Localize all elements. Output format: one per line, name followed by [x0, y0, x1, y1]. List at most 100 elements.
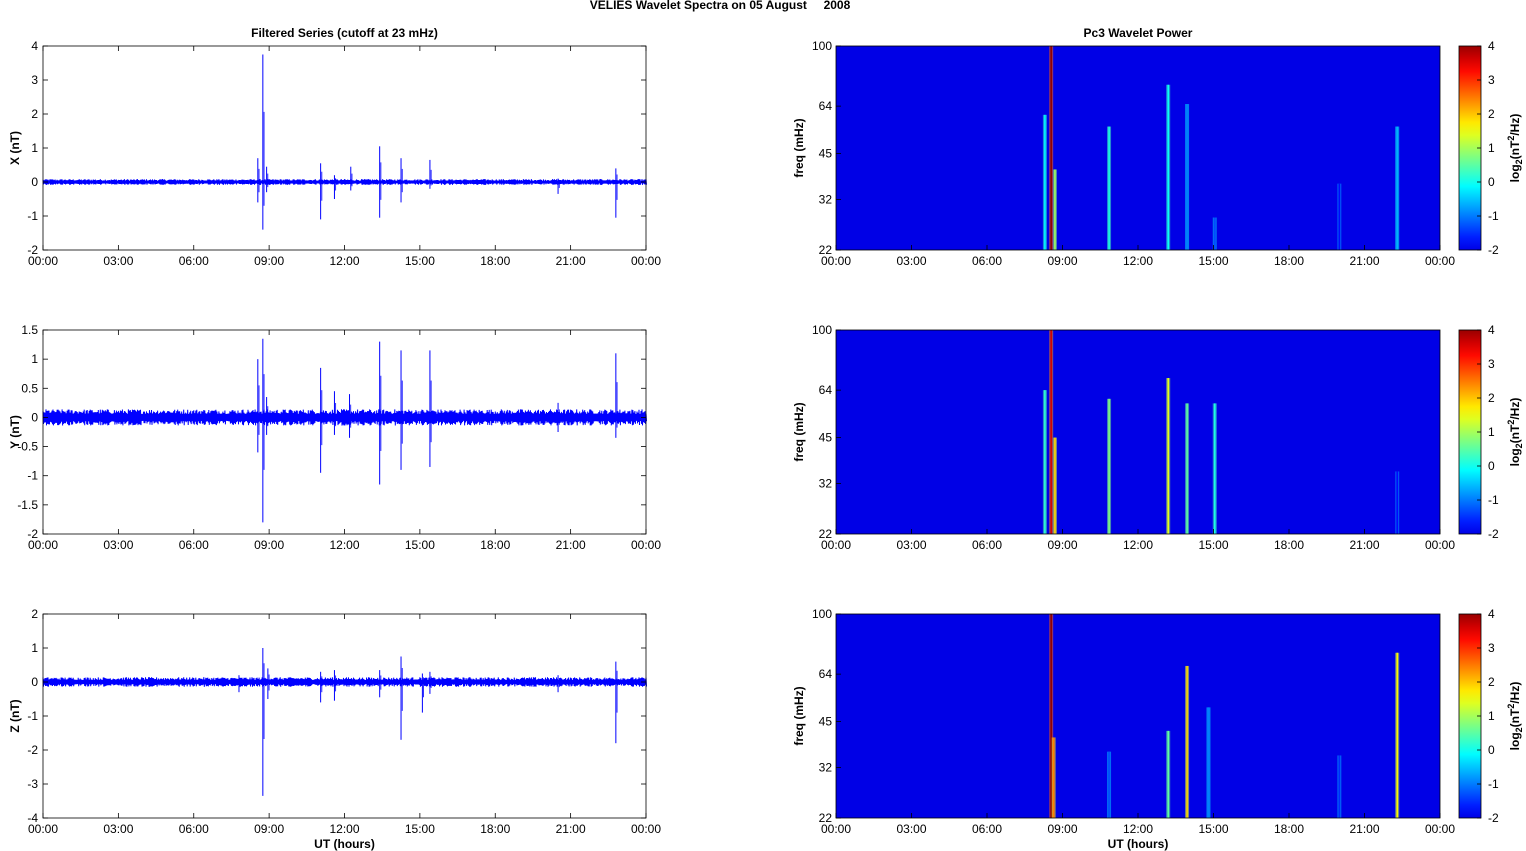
x-tick-label: 00:00: [1425, 254, 1455, 268]
plot-frame: [42, 329, 647, 535]
colorbar-tick-label: -1: [1488, 209, 1499, 223]
x-tick-label: 12:00: [329, 254, 359, 268]
x-tick-label: 12:00: [1123, 822, 1153, 836]
time-series-panel-y: -2 -1.5 -1 -0.5 0 0.5 1 1.5 00:00 03:00 06:00 09:00…: [8, 323, 661, 552]
y-tick-label: 0.5: [21, 381, 38, 395]
power-streak: [1167, 730, 1169, 818]
colorbar-tick-label: 1: [1488, 141, 1495, 155]
x-tick-label: 12:00: [329, 822, 359, 836]
y-tick-label: 32: [819, 761, 833, 775]
power-streak: [1396, 126, 1399, 250]
y-tick-label: 1: [31, 141, 38, 155]
y-tick-label: 45: [819, 147, 833, 161]
y-tick-label: -2: [27, 527, 38, 541]
x-tick-label: 06:00: [179, 822, 209, 836]
x-tick-label: 03:00: [896, 822, 926, 836]
y-axis-label: Z (nT): [8, 699, 22, 732]
power-streak: [1338, 755, 1341, 818]
y-tick-label: -4: [27, 811, 38, 825]
y-tick-label: 0: [31, 175, 38, 189]
x-tick-label: 00:00: [28, 538, 58, 552]
x-tick-label: 21:00: [556, 822, 586, 836]
x-tick-label: 15:00: [405, 254, 435, 268]
y-tick-label: 100: [812, 607, 832, 621]
x-tick-label: 18:00: [1274, 538, 1304, 552]
power-streak: [1050, 46, 1052, 250]
y-axis-label: Y (nT): [8, 415, 22, 449]
y-tick-label: 32: [819, 477, 833, 491]
x-tick-label: 18:00: [1274, 822, 1304, 836]
power-streak: [1167, 378, 1169, 534]
colorbar-tick-label: -1: [1488, 493, 1499, 507]
series-trace: [42, 179, 647, 185]
y-tick-label: 22: [819, 527, 833, 541]
power-streak: [1213, 403, 1216, 534]
y-tick-label: 3: [31, 73, 38, 87]
x-tick-label: 21:00: [1349, 538, 1379, 552]
power-streak: [1396, 471, 1399, 534]
x-tick-label: 18:00: [480, 822, 510, 836]
colorbar-tick-label: 1: [1488, 425, 1495, 439]
y-tick-label: 64: [819, 99, 833, 113]
x-tick-label: 15:00: [405, 538, 435, 552]
power-streak: [1044, 390, 1046, 534]
time-series-panel-x: -2 -1 0 1 2 3 4 00:00 03:00 06:00 09:00 12:00 15:00 1…: [8, 26, 661, 268]
x-tick-label: 21:00: [1349, 822, 1379, 836]
x-tick-label: 06:00: [179, 254, 209, 268]
x-tick-label: 00:00: [631, 822, 661, 836]
x-tick-label: 06:00: [972, 254, 1002, 268]
power-streak: [1186, 104, 1188, 250]
y-tick-label: 100: [812, 39, 832, 53]
colorbar-tick-label: 2: [1488, 107, 1495, 121]
x-tick-label: 18:00: [1274, 254, 1304, 268]
x-tick-label: 09:00: [254, 254, 284, 268]
y-tick-label: -0.5: [17, 440, 38, 454]
y-tick-label: 64: [819, 383, 833, 397]
x-tick-label: 03:00: [103, 822, 133, 836]
heatmap-streaks: [1042, 330, 1400, 534]
x-tick-label: 00:00: [631, 254, 661, 268]
power-streak: [1108, 751, 1110, 818]
figure-title: VELIES Wavelet Spectra on 05 August 2008: [590, 0, 851, 12]
x-tick-label: 12:00: [1123, 254, 1153, 268]
power-streak: [1213, 217, 1216, 250]
colorbar-tick-label: -1: [1488, 777, 1499, 791]
chart-title: Filtered Series (cutoff at 23 mHz): [251, 26, 438, 40]
power-streak: [1207, 707, 1210, 818]
y-tick-label: 32: [819, 193, 833, 207]
power-streak: [1050, 330, 1052, 534]
x-tick-label: 09:00: [254, 822, 284, 836]
colorbar-tick-label: 1: [1488, 709, 1495, 723]
colorbar-tick-label: 2: [1488, 675, 1495, 689]
x-tick-label: 00:00: [28, 822, 58, 836]
x-tick-label: 06:00: [972, 822, 1002, 836]
x-tick-label: 06:00: [972, 538, 1002, 552]
x-tick-label: 21:00: [1349, 254, 1379, 268]
y-tick-label: 45: [819, 431, 833, 445]
x-tick-label: 00:00: [1425, 822, 1455, 836]
x-tick-label: 15:00: [1198, 538, 1228, 552]
x-tick-label: 18:00: [480, 254, 510, 268]
y-tick-label: 2: [31, 107, 38, 121]
y-tick-label: 0: [31, 675, 38, 689]
colorbar-tick-label: 0: [1488, 743, 1495, 757]
x-tick-label: 12:00: [329, 538, 359, 552]
power-streak: [1338, 183, 1341, 250]
power-streak: [1052, 737, 1055, 818]
y-tick-label: -1: [27, 469, 38, 483]
x-tick-label: 00:00: [821, 538, 851, 552]
y-tick-label: -1.5: [17, 498, 38, 512]
series-trace: [42, 677, 647, 687]
power-streak: [1050, 614, 1052, 818]
colorbar-tick-label: 2: [1488, 391, 1495, 405]
x-tick-label: 15:00: [1198, 254, 1228, 268]
time-series-column: -2 -1 0 1 2 3 4 00:00 03:00 06:00 09:00 12:00 15:00 1…: [8, 26, 661, 851]
colorbar-label: log2(nT2/Hz): [1506, 114, 1524, 183]
colorbar-tick-label: -2: [1488, 811, 1499, 825]
heatmap-streaks: [1042, 46, 1400, 250]
y-tick-label: 22: [819, 243, 833, 257]
x-axis-label: UT (hours): [314, 837, 375, 851]
y-tick-label: 100: [812, 323, 832, 337]
